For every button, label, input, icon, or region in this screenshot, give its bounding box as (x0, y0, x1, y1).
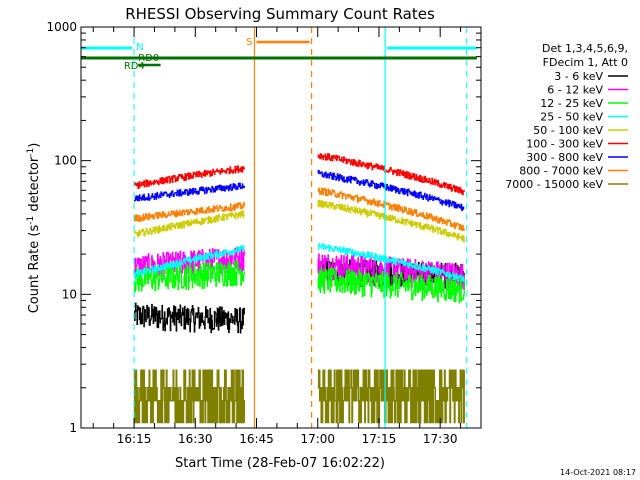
x-tick-label: 16:45 (239, 432, 274, 446)
series-5-segment-1 (134, 210, 245, 238)
annotation-rd0: RD0 (138, 53, 159, 64)
series-6-segment-1 (134, 165, 245, 189)
axis-ticks: 16:15 16:30 16:45 17:00 17:15 17:30 1 10 100 1000 (46, 20, 481, 446)
plot-frame (80, 26, 482, 429)
y-axis-label: Count Rate (s-1 detector-1) (26, 143, 42, 314)
legend-entry-label: 12 - 25 keV (540, 97, 603, 110)
series-9-segment-1 (133, 369, 246, 424)
x-tick-label: 17:15 (362, 432, 397, 446)
series-9-segment-2 (317, 369, 465, 424)
legend-entry-label: 3 - 6 keV (554, 70, 603, 83)
annotation-s: S (246, 37, 252, 48)
annotation-n: N (136, 42, 143, 53)
legend-header-line: Det 1,3,4,5,6,9, (542, 42, 628, 55)
legend-entry-label: 7000 - 15000 keV (505, 178, 603, 191)
series-7-segment-1 (134, 182, 245, 202)
series-5-segment-2 (317, 199, 465, 243)
legend-header-line: FDecim 1, Att 0 (543, 56, 628, 69)
x-axis-label: Start Time (28-Feb-07 16:02:22) (175, 456, 385, 471)
legend-entry-label: 300 - 800 keV (526, 151, 603, 164)
series-3-segment-2 (317, 267, 465, 304)
legend-entry-label: 50 - 100 keV (533, 124, 603, 137)
series-3-segment-1 (134, 260, 245, 293)
legend-entry-label: 6 - 12 keV (547, 84, 603, 97)
x-tick-label: 17:30 (423, 432, 458, 446)
timestamp: 14-Oct-2021 08:17 (560, 468, 636, 477)
series-8-segment-1 (134, 201, 245, 222)
y-tick-label: 1000 (46, 20, 77, 34)
x-tick-label: 17:00 (300, 432, 335, 446)
series-7-segment-2 (317, 169, 465, 212)
series-6-segment-2 (317, 153, 465, 196)
series-1-segment-1 (134, 302, 245, 334)
legend-entry-label: 800 - 7000 keV (519, 165, 603, 178)
y-tick-label: 10 (62, 287, 77, 301)
series-4-segment-2 (317, 243, 465, 282)
y-tick-label: 1 (69, 421, 77, 435)
series-8-segment-2 (317, 187, 465, 231)
series-2-segment-2 (317, 253, 465, 290)
legend-entry-label: 100 - 300 keV (526, 138, 603, 151)
chart-title: RHESSI Observing Summary Count Rates (125, 5, 435, 23)
x-tick-label: 16:30 (178, 432, 213, 446)
x-tick-label: 16:15 (117, 432, 152, 446)
annotation-rd4: RD4 (124, 61, 145, 72)
plot-border (80, 26, 482, 429)
series-4-segment-1 (134, 245, 245, 279)
y-tick-label: 100 (54, 154, 77, 168)
legend: Det 1,3,4,5,6,9,FDecim 1, Att 03 - 6 keV… (505, 42, 628, 191)
legend-entry-label: 25 - 50 keV (540, 111, 603, 124)
